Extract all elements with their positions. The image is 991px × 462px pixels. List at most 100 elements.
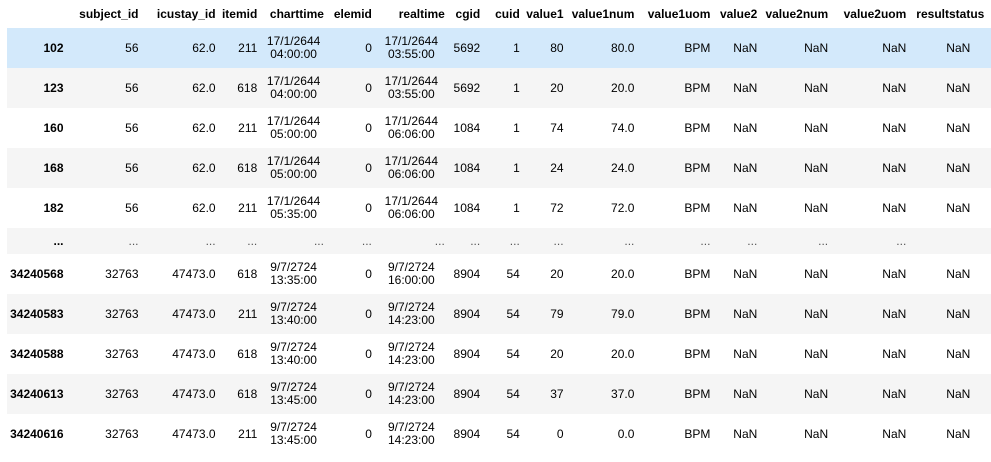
cell-value1uom: BPM (684, 266, 711, 281)
ellipsis-cell: ... (624, 233, 635, 248)
charttime-time: 13:40:00 (270, 313, 317, 327)
charttime-date: 17/1/2644 (266, 74, 321, 88)
cell-subject-id: 56 (125, 40, 139, 55)
cell-cgid: 5692 (453, 40, 481, 55)
column-header-elemid: elemid (333, 7, 372, 21)
column-header-value2: value2 (719, 7, 758, 21)
cell-subject-id: 32763 (105, 266, 139, 281)
cell-realtime: 9/7/2724 16:00:00 (378, 254, 451, 294)
cell-subject-id: 56 (125, 200, 139, 215)
cell-value2uom: NaN (882, 160, 907, 175)
header-row: subject_id icustay_id itemid charttime e… (7, 0, 991, 28)
cell-value1uom: BPM (684, 40, 711, 55)
cell-icustay-id: 47473.0 (172, 346, 216, 361)
table-row: 34240568 32763 47473.0 618 9/7/2724 13:35:00 0… (7, 254, 991, 294)
cell-value2num: NaN (804, 80, 829, 95)
cell-elemid: 0 (365, 266, 372, 281)
charttime-date: 17/1/2644 (266, 114, 321, 128)
cell-cgid: 1084 (453, 160, 481, 175)
cell-value2: NaN (733, 120, 758, 135)
cell-realtime: 17/1/2644 06:06:00 (378, 148, 451, 188)
charttime-time: 05:35:00 (270, 207, 317, 221)
cell-itemid: 211 (238, 306, 258, 321)
cell-charttime: 9/7/2724 13:35:00 (263, 254, 330, 294)
cell-elemid: 0 (365, 200, 372, 215)
table-body: 102 56 62.0 211 17/1/2644 04:00:00 0 17/1/2644 0… (7, 28, 991, 454)
cell-value1num: 20.0 (611, 80, 635, 95)
cell-value2: NaN (733, 386, 758, 401)
cell-value1uom: BPM (684, 386, 711, 401)
cell-icustay-id: 62.0 (192, 200, 216, 215)
cell-value2: NaN (733, 266, 758, 281)
cell-value1uom: BPM (684, 346, 711, 361)
cell-realtime: 17/1/2644 06:06:00 (378, 108, 451, 148)
charttime-date: 9/7/2724 (270, 380, 317, 394)
cell-charttime: 17/1/2644 05:00:00 (263, 108, 330, 148)
cell-value2num: NaN (804, 266, 829, 281)
cell-value1uom: BPM (684, 306, 711, 321)
cell-resultstatus: NaN (946, 80, 971, 95)
cell-value1: 37 (550, 386, 564, 401)
realtime-date: 9/7/2724 (387, 300, 435, 314)
cell-value1num: 20.0 (611, 346, 635, 361)
cell-subject-id: 32763 (105, 306, 139, 321)
cell-value1uom: BPM (684, 160, 711, 175)
cell-value1: 80 (550, 40, 564, 55)
charttime-time: 13:40:00 (270, 353, 317, 367)
cell-value1uom: BPM (684, 200, 711, 215)
cell-cuid: 54 (506, 306, 520, 321)
row-index: 182 (43, 201, 64, 215)
row-index: 168 (43, 161, 64, 175)
column-header-value2uom: value2uom (843, 7, 907, 21)
cell-value2num: NaN (804, 306, 829, 321)
realtime-date: 17/1/2644 (384, 74, 439, 88)
cell-value1num: 20.0 (611, 266, 635, 281)
cell-value1: 20 (550, 80, 564, 95)
column-header-charttime: charttime (269, 7, 324, 21)
cell-value1: 74 (550, 120, 564, 135)
table-row: 182 56 62.0 211 17/1/2644 05:35:00 0 17/1/2644 0… (7, 188, 991, 228)
realtime-time: 03:55:00 (387, 87, 435, 101)
realtime-time: 14:23:00 (387, 393, 435, 407)
charttime-time: 13:45:00 (270, 393, 317, 407)
table-row: 34240583 32763 47473.0 211 9/7/2724 13:40:00 0… (7, 294, 991, 334)
cell-value2: NaN (733, 426, 758, 441)
cell-value2: NaN (733, 80, 758, 95)
column-header-value2num: value2num (765, 7, 829, 21)
charttime-date: 9/7/2724 (270, 340, 317, 354)
table-row: 34240613 32763 47473.0 618 9/7/2724 13:45:00 0… (7, 374, 991, 414)
charttime-time: 05:00:00 (270, 127, 317, 141)
cell-charttime: 9/7/2724 13:45:00 (263, 374, 330, 414)
index-header (7, 0, 70, 28)
cell-realtime: 17/1/2644 03:55:00 (378, 68, 451, 108)
cell-icustay-id: 62.0 (192, 80, 216, 95)
cell-cuid: 1 (513, 160, 520, 175)
cell-elemid: 0 (365, 386, 372, 401)
cell-value2uom: NaN (882, 386, 907, 401)
ellipsis-cell: ... (470, 233, 481, 248)
cell-value1: 20 (550, 266, 564, 281)
cell-itemid: 211 (238, 40, 258, 55)
cell-icustay-id: 47473.0 (172, 266, 216, 281)
cell-value2: NaN (733, 40, 758, 55)
cell-value1num: 24.0 (611, 160, 635, 175)
cell-itemid: 618 (237, 386, 258, 401)
cell-realtime: 9/7/2724 14:23:00 (378, 374, 451, 414)
cell-value2num: NaN (804, 200, 829, 215)
column-header-cgid: cgid (455, 7, 481, 21)
cell-resultstatus: NaN (946, 40, 971, 55)
cell-realtime: 9/7/2724 14:23:00 (378, 414, 451, 454)
cell-resultstatus: NaN (946, 386, 971, 401)
cell-value1num: 37.0 (611, 386, 635, 401)
cell-subject-id: 56 (125, 120, 139, 135)
cell-elemid: 0 (365, 426, 372, 441)
cell-realtime: 17/1/2644 03:55:00 (378, 28, 451, 68)
row-index: 34240613 (10, 387, 64, 401)
cell-elemid: 0 (365, 120, 372, 135)
cell-value1uom: BPM (684, 120, 711, 135)
cell-value2num: NaN (804, 120, 829, 135)
column-header-itemid: itemid (221, 7, 258, 21)
ellipsis-cell: ... (553, 233, 564, 248)
cell-cuid: 54 (506, 426, 520, 441)
column-header-cuid: cuid (495, 7, 520, 21)
